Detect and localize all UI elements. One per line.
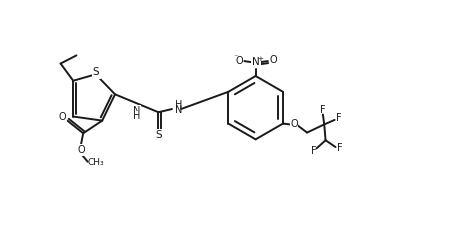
Text: O: O bbox=[77, 145, 85, 155]
Text: F: F bbox=[320, 105, 326, 115]
Text: +: + bbox=[258, 56, 264, 62]
Text: F: F bbox=[336, 113, 341, 123]
Text: F: F bbox=[311, 146, 316, 156]
Text: ⁻: ⁻ bbox=[233, 53, 238, 62]
Text: O: O bbox=[58, 112, 66, 122]
Text: O: O bbox=[235, 56, 243, 66]
Text: H: H bbox=[133, 111, 140, 121]
Text: N: N bbox=[252, 57, 260, 67]
Text: S: S bbox=[155, 130, 162, 140]
Text: O: O bbox=[270, 55, 277, 65]
Text: N: N bbox=[133, 105, 140, 115]
Text: S: S bbox=[93, 68, 100, 78]
Text: F: F bbox=[337, 144, 342, 154]
Text: O: O bbox=[290, 119, 298, 129]
Text: CH₃: CH₃ bbox=[88, 158, 104, 167]
Text: N: N bbox=[175, 105, 182, 115]
Text: H: H bbox=[175, 100, 182, 110]
